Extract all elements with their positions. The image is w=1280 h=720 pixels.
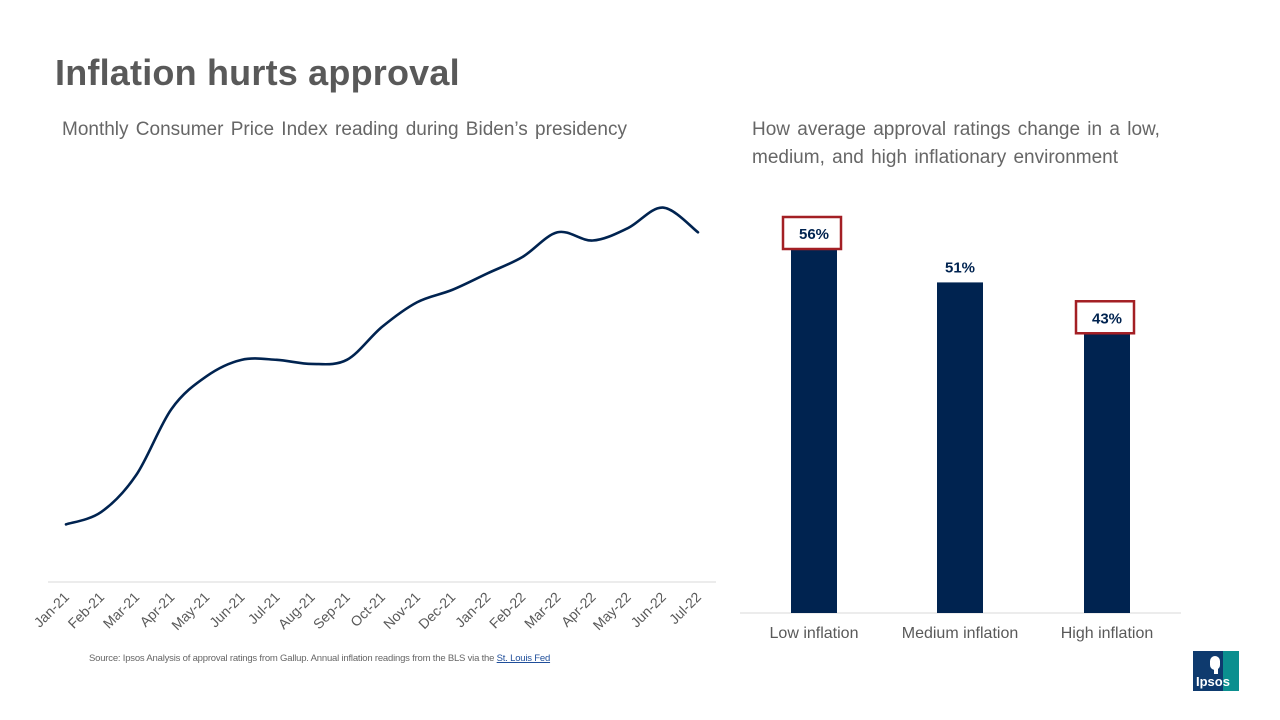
bar [1084,334,1130,613]
source-note: Source: Ipsos Analysis of approval ratin… [89,653,550,664]
bar-value-label: 51% [945,259,975,276]
page-title: Inflation hurts approval [55,52,460,93]
cpi-series-line [64,206,700,526]
line-chart-subtitle: Monthly Consumer Price Index reading dur… [62,119,627,140]
bar-category-label: Low inflation [770,625,859,642]
ipsos-logo: Ipsos [1193,651,1239,691]
bar-category-label: High inflation [1061,625,1154,642]
highlight-box [781,215,843,251]
line-x-tick-label: Feb-22 [486,589,529,632]
line-x-tick-label: Jul-22 [666,589,704,627]
line-x-tick-label: Sep-21 [310,589,353,632]
line-x-tick-label: Jun-21 [206,589,248,631]
bar [937,282,983,613]
line-x-tick-label: May-22 [590,589,634,633]
line-x-tick-label: Nov-21 [380,589,423,632]
line-x-tick-label: Jan-21 [31,589,73,631]
cpi-line-chart: Jan-21Feb-21Mar-21Apr-21May-21Jun-21Jul-… [31,206,716,633]
line-x-tick-label: Mar-21 [100,589,143,632]
line-x-tick-label: Jun-22 [627,589,669,631]
st-louis-fed-link[interactable]: St. Louis Fed [496,653,551,664]
line-x-tick-label: Feb-21 [65,589,108,632]
source-text: Source: Ipsos Analysis of approval ratin… [89,653,497,664]
bar-value-label: 43% [1092,310,1122,327]
line-x-tick-label: Dec-21 [415,589,458,632]
line-x-tick-label: Mar-22 [521,589,564,632]
bar-category-label: Medium inflation [902,625,1019,642]
logo-text: Ipsos [1196,674,1230,689]
bar-value-label: 56% [799,226,829,243]
line-x-tick-label: May-21 [168,589,212,633]
bar [791,250,837,613]
highlight-box [1074,300,1136,335]
line-x-tick-label: Aug-21 [275,589,318,632]
bar-chart-subtitle: How average approval ratings change in a… [752,119,1160,168]
line-x-tick-label: Jan-22 [452,589,494,631]
